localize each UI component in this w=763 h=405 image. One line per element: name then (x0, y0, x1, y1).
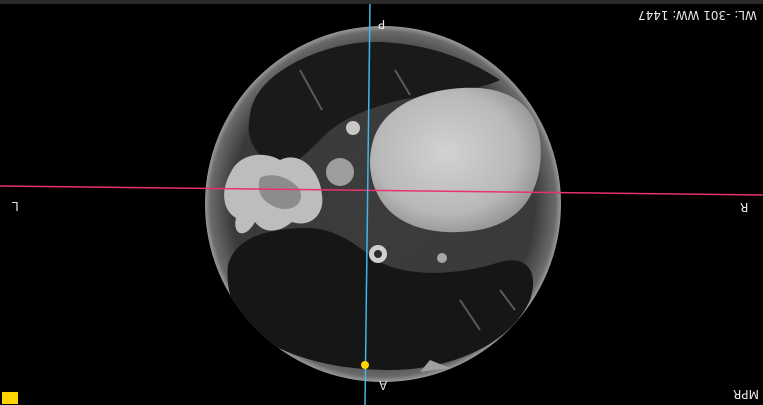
crosshair-handle[interactable] (361, 361, 369, 369)
heart-structure (370, 87, 541, 233)
crosshair-vertical[interactable] (364, 3, 371, 405)
window-level-readout: WL: -301 WW: 1447 (638, 8, 757, 22)
viewport-top-border (0, 0, 763, 4)
orientation-marker-bottom: A (379, 378, 388, 392)
lower-lung-region (227, 227, 534, 370)
view-mode-label: MPR (733, 387, 759, 401)
crosshair-horizontal[interactable] (0, 185, 763, 196)
active-viewport-indicator (2, 392, 18, 404)
orientation-marker-top: P (378, 17, 386, 31)
orientation-marker-left: L (12, 199, 19, 213)
orientation-marker-right: R (740, 200, 749, 214)
upper-lung-region (248, 41, 500, 167)
